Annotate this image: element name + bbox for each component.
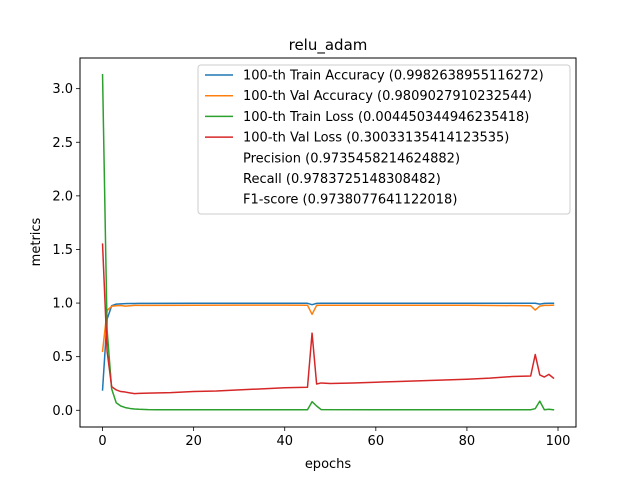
series-line-1: [101, 302, 555, 391]
series-line-4: [101, 243, 555, 395]
legend-box: [197, 64, 571, 215]
y-tick-label: 1.0: [52, 297, 73, 312]
x-tick-label: 60: [368, 434, 385, 449]
y-axis-label: metrics: [29, 217, 44, 266]
series-line-3: [101, 73, 555, 411]
x-tick-label: 20: [185, 434, 202, 449]
y-tick-label: 2.0: [52, 189, 73, 204]
legend: 100-th Train Accuracy (0.998263895511627…: [197, 64, 571, 215]
y-tick-label: 0.0: [52, 404, 73, 419]
y-tick-label: 0.5: [52, 350, 73, 365]
x-axis-label: epochs: [305, 457, 352, 472]
x-tick-label: 40: [276, 434, 293, 449]
y-tick-label: 1.5: [52, 243, 73, 258]
x-tick-label: 0: [98, 434, 106, 449]
chart-title: relu_adam: [289, 36, 368, 55]
series-line-2: [101, 304, 555, 353]
x-tick-label: 100: [546, 434, 571, 449]
legend-label-2: 100-th Val Accuracy (0.9809027910232544): [243, 89, 532, 104]
x-tick-label: 80: [459, 434, 476, 449]
y-tick-label: 3.0: [52, 82, 73, 97]
y-axis-ticks: 0.0 0.5 1.0 1.5 2.0 2.5 3.0: [52, 82, 80, 419]
x-axis-ticks: 0 20 40 60 80 100: [98, 427, 570, 449]
legend-label-4: 100-th Val Loss (0.30033135414123535): [243, 131, 509, 146]
legend-label-1: 100-th Train Accuracy (0.998263895511627…: [243, 69, 544, 84]
legend-metric-3: F1-score (0.9738077641122018): [243, 193, 457, 208]
legend-metric-2: Recall (0.9783725148308482): [243, 172, 441, 187]
legend-metric-1: Precision (0.9735458214624882): [243, 151, 460, 166]
legend-entries: 100-th Train Accuracy (0.998263895511627…: [205, 69, 544, 208]
plot-series: [101, 73, 555, 411]
axes-frame: [79, 57, 577, 428]
y-tick-label: 2.5: [52, 136, 73, 151]
legend-label-3: 100-th Train Loss (0.004450344946235418): [243, 110, 529, 125]
